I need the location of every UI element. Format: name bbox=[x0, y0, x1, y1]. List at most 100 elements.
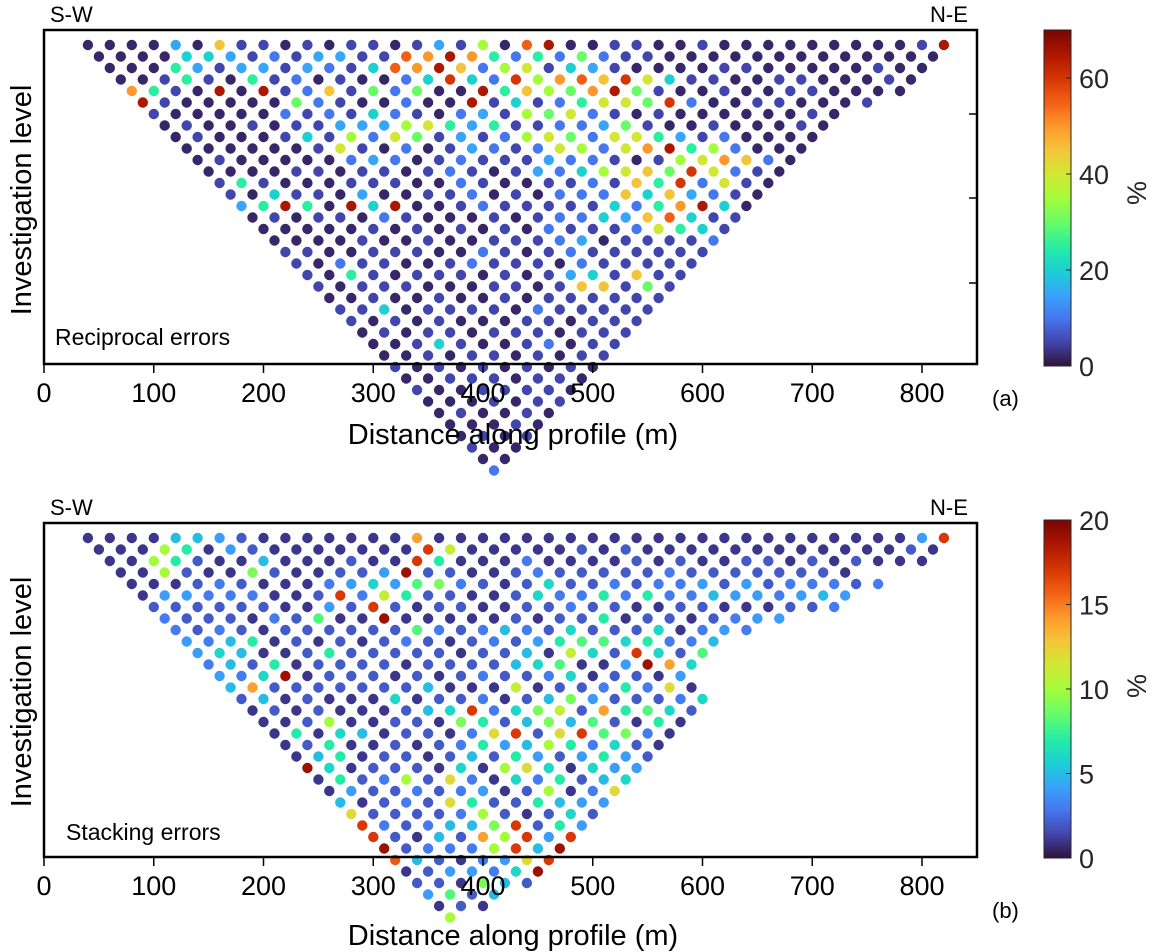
data-point bbox=[741, 578, 752, 590]
data-point bbox=[719, 177, 730, 189]
data-point bbox=[598, 682, 609, 693]
data-point bbox=[631, 693, 642, 705]
data-point bbox=[324, 39, 335, 51]
data-point bbox=[203, 590, 214, 601]
data-point bbox=[280, 555, 291, 567]
data-point bbox=[236, 62, 247, 74]
data-point bbox=[642, 189, 653, 200]
data-point bbox=[664, 544, 675, 555]
data-point bbox=[422, 774, 434, 785]
data-point bbox=[137, 544, 148, 555]
data-point bbox=[313, 705, 324, 716]
data-point bbox=[444, 235, 456, 246]
data-point bbox=[137, 567, 148, 578]
data-point bbox=[565, 670, 576, 682]
data-point bbox=[357, 590, 368, 601]
data-point bbox=[708, 212, 719, 223]
data-point bbox=[697, 200, 708, 212]
data-point bbox=[411, 739, 423, 751]
data-point bbox=[521, 693, 533, 705]
data-point bbox=[620, 235, 631, 246]
data-point bbox=[576, 304, 587, 315]
data-point bbox=[543, 177, 554, 189]
data-point bbox=[335, 636, 346, 647]
data-point bbox=[499, 384, 511, 396]
data-point bbox=[324, 601, 335, 613]
data-point bbox=[620, 659, 631, 670]
data-point bbox=[433, 578, 445, 590]
panel-tag: (a) bbox=[992, 386, 1019, 411]
data-point bbox=[411, 808, 423, 820]
data-point bbox=[697, 154, 708, 166]
data-point bbox=[280, 131, 291, 143]
data-point bbox=[368, 785, 379, 797]
data-point bbox=[477, 62, 489, 74]
data-point bbox=[510, 258, 522, 269]
data-point bbox=[466, 258, 478, 269]
data-point bbox=[411, 85, 423, 97]
data-point bbox=[598, 544, 609, 555]
data-point bbox=[324, 762, 335, 774]
data-point bbox=[477, 601, 489, 613]
data-point bbox=[488, 235, 500, 246]
data-point bbox=[598, 728, 609, 739]
data-point bbox=[258, 578, 269, 590]
data-point bbox=[686, 74, 697, 85]
data-point bbox=[488, 728, 500, 739]
data-point bbox=[532, 590, 544, 601]
data-point bbox=[521, 269, 533, 281]
data-point bbox=[466, 166, 478, 177]
data-point bbox=[455, 693, 467, 705]
data-point bbox=[741, 200, 752, 212]
data-point bbox=[192, 624, 203, 636]
data-point bbox=[335, 235, 346, 246]
data-point bbox=[346, 131, 357, 143]
data-point bbox=[598, 212, 609, 223]
data-point bbox=[697, 39, 708, 51]
data-point bbox=[313, 51, 324, 62]
data-point bbox=[335, 281, 346, 292]
data-point bbox=[708, 97, 719, 108]
data-point bbox=[192, 578, 203, 590]
data-point bbox=[148, 555, 159, 567]
data-point bbox=[302, 716, 313, 728]
data-point bbox=[422, 350, 434, 361]
data-point bbox=[126, 578, 137, 590]
data-point bbox=[390, 831, 401, 843]
data-point bbox=[324, 200, 335, 212]
data-point bbox=[620, 166, 631, 177]
data-point bbox=[631, 223, 642, 235]
data-point bbox=[368, 716, 379, 728]
data-point bbox=[455, 154, 467, 166]
data-point bbox=[401, 120, 412, 131]
data-point bbox=[850, 555, 862, 567]
data-point bbox=[752, 143, 763, 154]
data-point bbox=[422, 705, 434, 716]
data-point bbox=[598, 567, 609, 578]
data-point bbox=[916, 555, 928, 567]
data-point bbox=[335, 774, 346, 785]
data-point bbox=[521, 831, 533, 843]
data-point bbox=[488, 465, 500, 476]
data-point bbox=[411, 200, 423, 212]
data-point bbox=[488, 613, 500, 624]
data-point bbox=[368, 200, 379, 212]
data-point bbox=[269, 590, 280, 601]
data-point bbox=[642, 51, 653, 62]
data-point bbox=[653, 131, 664, 143]
data-point bbox=[510, 74, 522, 85]
data-point bbox=[258, 647, 269, 659]
data-point bbox=[401, 797, 412, 808]
data-point bbox=[510, 166, 522, 177]
data-point bbox=[872, 62, 884, 74]
colorbar-label: % bbox=[1122, 181, 1152, 205]
data-point bbox=[554, 728, 565, 739]
colorbar-tick-label: 40 bbox=[1079, 160, 1109, 190]
data-point bbox=[247, 636, 258, 647]
data-point bbox=[357, 189, 368, 200]
data-point bbox=[302, 223, 313, 235]
data-point bbox=[269, 728, 280, 739]
data-point bbox=[422, 682, 434, 693]
data-point bbox=[346, 62, 357, 74]
data-point bbox=[620, 544, 631, 555]
